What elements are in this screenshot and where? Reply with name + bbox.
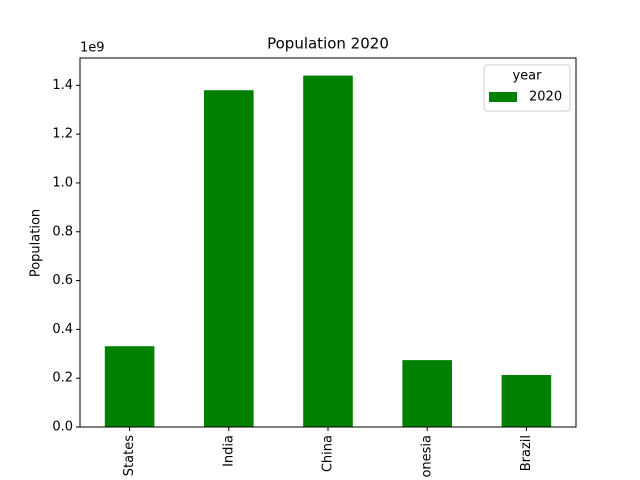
legend-swatch <box>489 92 517 102</box>
y-axis-label: Population <box>29 209 44 277</box>
x-tick-label: India <box>221 435 236 467</box>
x-tick-label: Brazil <box>519 435 534 471</box>
axes-frame <box>79 57 577 428</box>
legend-title: year <box>512 69 542 84</box>
bar <box>501 375 552 427</box>
y-tick-label: 0.0 <box>52 420 73 435</box>
y-tick-label: 0.8 <box>52 224 73 239</box>
y-tick-label: 1.2 <box>52 127 73 142</box>
bar <box>204 90 254 427</box>
bar <box>303 75 353 428</box>
legend-label: 2020 <box>529 90 562 105</box>
bar <box>402 360 452 427</box>
y-tick-label: 1.4 <box>52 78 73 93</box>
y-tick-label: 0.4 <box>52 322 73 337</box>
y-tick-label: 0.6 <box>52 273 73 288</box>
x-tick-label: onesia <box>420 435 435 478</box>
y-tick-label: 0.2 <box>52 371 73 386</box>
x-tick-label: China <box>321 435 336 472</box>
x-tick-label: States <box>122 435 137 476</box>
bar <box>104 346 155 427</box>
y-offset-label: 1e9 <box>80 41 105 56</box>
chart-title: Population 2020 <box>267 35 389 53</box>
y-tick-label: 1.0 <box>52 175 73 190</box>
